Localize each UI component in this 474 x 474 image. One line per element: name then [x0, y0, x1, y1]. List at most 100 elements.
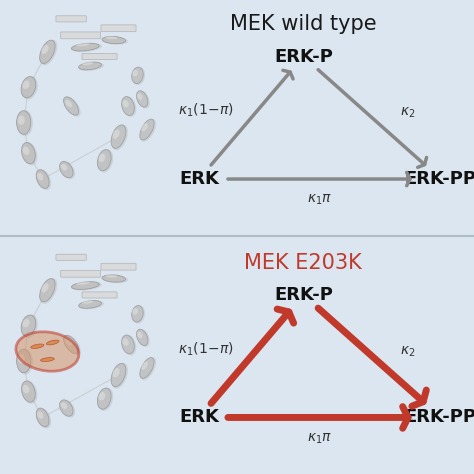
FancyBboxPatch shape — [56, 16, 86, 22]
Ellipse shape — [21, 315, 36, 336]
Ellipse shape — [22, 381, 35, 402]
Ellipse shape — [132, 308, 138, 315]
Ellipse shape — [22, 76, 38, 100]
FancyBboxPatch shape — [101, 263, 136, 270]
Text: $\kappa_1(1\!-\!\pi)$: $\kappa_1(1\!-\!\pi)$ — [178, 102, 234, 119]
Ellipse shape — [17, 111, 31, 134]
Ellipse shape — [64, 335, 79, 354]
Ellipse shape — [64, 97, 81, 117]
FancyBboxPatch shape — [101, 25, 136, 32]
Ellipse shape — [72, 282, 102, 291]
Ellipse shape — [17, 349, 31, 373]
Ellipse shape — [102, 36, 126, 44]
Ellipse shape — [140, 357, 154, 378]
Ellipse shape — [106, 36, 117, 39]
Ellipse shape — [99, 392, 105, 401]
FancyBboxPatch shape — [61, 270, 100, 277]
Ellipse shape — [79, 301, 104, 310]
Ellipse shape — [122, 338, 129, 346]
Ellipse shape — [132, 306, 143, 322]
Text: $\kappa_2$: $\kappa_2$ — [400, 344, 415, 359]
Ellipse shape — [72, 44, 102, 52]
Ellipse shape — [65, 100, 72, 107]
Ellipse shape — [21, 77, 36, 98]
Ellipse shape — [112, 125, 128, 150]
Ellipse shape — [76, 282, 90, 285]
Ellipse shape — [98, 149, 113, 173]
Text: $\kappa_1\pi$: $\kappa_1\pi$ — [307, 193, 333, 208]
Ellipse shape — [18, 116, 25, 125]
Ellipse shape — [111, 125, 126, 148]
Ellipse shape — [113, 368, 119, 377]
Ellipse shape — [122, 100, 129, 108]
Ellipse shape — [60, 400, 73, 416]
Ellipse shape — [122, 97, 134, 115]
Ellipse shape — [31, 344, 44, 348]
Ellipse shape — [102, 275, 126, 282]
Ellipse shape — [106, 274, 117, 278]
Text: $\kappa_1\pi$: $\kappa_1\pi$ — [307, 431, 333, 446]
Ellipse shape — [98, 150, 111, 171]
Ellipse shape — [141, 362, 148, 370]
Ellipse shape — [17, 110, 33, 136]
Ellipse shape — [76, 43, 90, 46]
Ellipse shape — [137, 91, 148, 107]
Ellipse shape — [22, 143, 35, 164]
FancyBboxPatch shape — [82, 54, 117, 60]
Ellipse shape — [82, 301, 93, 304]
Ellipse shape — [60, 400, 75, 418]
Text: MEK E203K: MEK E203K — [245, 253, 362, 273]
Ellipse shape — [140, 119, 154, 140]
Ellipse shape — [61, 164, 67, 171]
Ellipse shape — [141, 123, 148, 131]
Ellipse shape — [22, 315, 38, 338]
Ellipse shape — [137, 93, 143, 100]
Ellipse shape — [113, 129, 119, 139]
Ellipse shape — [79, 62, 101, 70]
Ellipse shape — [82, 62, 93, 65]
Ellipse shape — [132, 67, 143, 83]
Text: ERK: ERK — [179, 409, 219, 427]
Ellipse shape — [64, 335, 81, 355]
Text: ERK: ERK — [179, 170, 219, 188]
Ellipse shape — [137, 91, 150, 109]
Ellipse shape — [37, 173, 44, 181]
Ellipse shape — [102, 275, 128, 283]
Ellipse shape — [122, 335, 134, 354]
Ellipse shape — [41, 45, 49, 54]
Ellipse shape — [23, 146, 29, 155]
Ellipse shape — [111, 364, 126, 387]
Text: $\kappa_2$: $\kappa_2$ — [400, 106, 415, 120]
Ellipse shape — [137, 329, 148, 346]
Ellipse shape — [37, 411, 44, 419]
Ellipse shape — [36, 408, 49, 427]
Ellipse shape — [65, 338, 72, 346]
Ellipse shape — [60, 161, 75, 179]
Ellipse shape — [22, 319, 30, 328]
Ellipse shape — [112, 363, 128, 389]
Ellipse shape — [37, 170, 51, 190]
Ellipse shape — [122, 335, 137, 356]
Ellipse shape — [37, 408, 51, 428]
Ellipse shape — [140, 357, 156, 380]
Ellipse shape — [137, 332, 143, 338]
Ellipse shape — [99, 154, 105, 162]
Ellipse shape — [122, 96, 137, 117]
Ellipse shape — [72, 43, 99, 51]
Text: MEK wild type: MEK wild type — [230, 14, 377, 34]
Text: ERK-PP: ERK-PP — [405, 409, 474, 427]
FancyBboxPatch shape — [82, 292, 117, 298]
FancyBboxPatch shape — [56, 254, 86, 260]
Ellipse shape — [22, 142, 37, 165]
Ellipse shape — [79, 63, 104, 71]
Ellipse shape — [40, 357, 55, 362]
Ellipse shape — [46, 340, 59, 345]
Ellipse shape — [36, 170, 49, 188]
Ellipse shape — [40, 279, 55, 302]
Ellipse shape — [40, 40, 55, 64]
Ellipse shape — [22, 81, 30, 89]
Ellipse shape — [40, 40, 57, 65]
Ellipse shape — [137, 329, 150, 347]
FancyBboxPatch shape — [61, 32, 100, 39]
Ellipse shape — [132, 70, 138, 76]
